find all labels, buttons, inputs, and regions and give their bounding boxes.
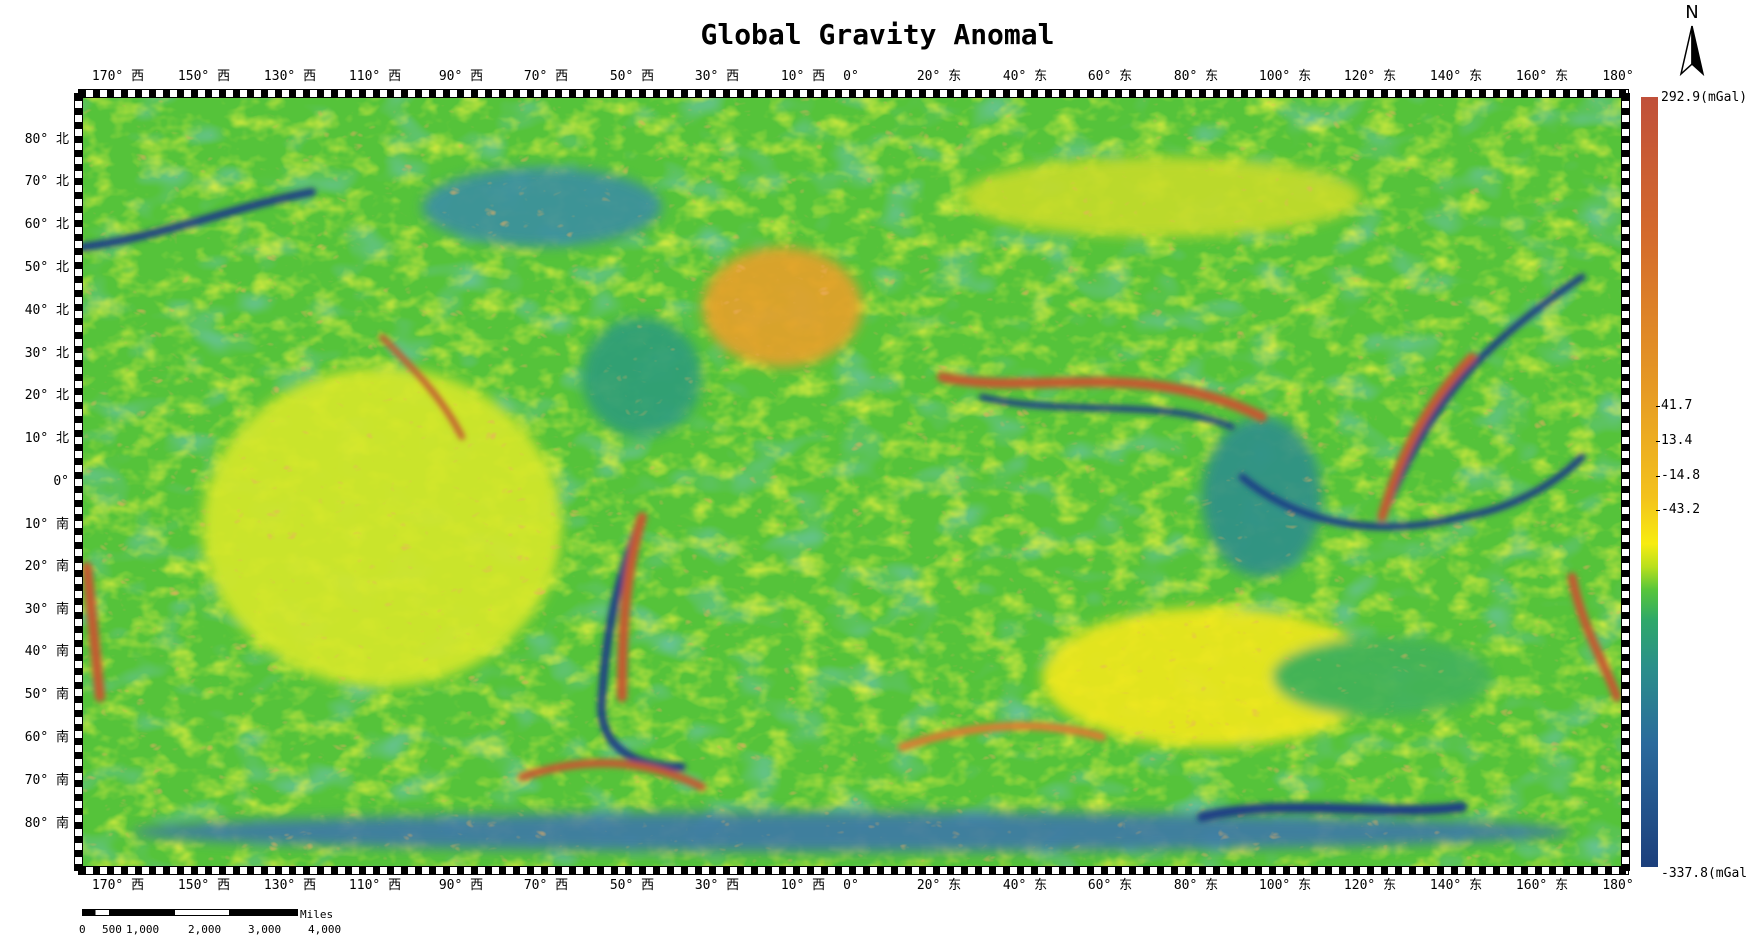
lat-label: 40° 北: [24, 303, 69, 318]
lon-label-bottom: 50° 西: [609, 878, 655, 893]
lat-label: 30° 南: [24, 602, 69, 617]
lon-label-top: 10° 西: [780, 69, 826, 84]
lon-label-bottom: 80° 东: [1173, 878, 1219, 893]
lat-label: 10° 南: [24, 517, 69, 532]
lon-label-top: 30° 西: [694, 69, 740, 84]
lat-label: 80° 南: [24, 816, 69, 831]
lon-label-top: 140° 东: [1429, 69, 1483, 84]
legend-tick: [1656, 406, 1660, 407]
lon-label-top: 90° 西: [438, 69, 484, 84]
lon-label-bottom: 90° 西: [438, 878, 484, 893]
lon-label-bottom: 150° 西: [177, 878, 231, 893]
scale-bar: Miles 0 500 1,000 2,000 3,000 4,000: [79, 908, 341, 940]
lat-label: 70° 南: [24, 773, 69, 788]
lat-label: 60° 北: [24, 217, 69, 232]
legend-tick: [1656, 510, 1660, 511]
lon-label-top: 110° 西: [348, 69, 402, 84]
lat-label: 40° 南: [24, 644, 69, 659]
scale-label: 1,000: [126, 923, 160, 936]
map-frame-right: [1621, 93, 1630, 871]
map-frame-left: [74, 93, 83, 871]
lon-label-top: 60° 东: [1087, 69, 1133, 84]
lon-label-top: 50° 西: [609, 69, 655, 84]
lon-label-top: 130° 西: [263, 69, 317, 84]
lat-label: 60° 南: [24, 730, 69, 745]
lon-label-bottom: 70° 西: [523, 878, 569, 893]
lon-label-bottom: 170° 西: [91, 878, 145, 893]
lon-label-bottom: 30° 西: [694, 878, 740, 893]
lat-label: 0°: [53, 474, 69, 489]
legend-tick: [1656, 441, 1660, 442]
legend-tick-label: 41.7: [1661, 398, 1693, 413]
lon-label-top: 180°: [1602, 69, 1634, 84]
legend-colorbar: [1641, 97, 1658, 867]
lon-label-bottom: 160° 东: [1515, 878, 1569, 893]
lon-label-bottom: 180°: [1602, 878, 1634, 893]
scale-label: 3,000: [248, 923, 282, 936]
legend-tick-label: 13.4: [1661, 433, 1693, 448]
lat-label: 30° 北: [24, 346, 69, 361]
map-frame-bottom: [78, 866, 1629, 875]
lat-label: 10° 北: [24, 431, 69, 446]
lon-label-top: 170° 西: [91, 69, 145, 84]
lat-label: 20° 南: [24, 559, 69, 574]
lat-label: 50° 南: [24, 687, 69, 702]
legend-tick-label: -43.2: [1661, 502, 1701, 517]
north-arrow-icon: N: [1677, 2, 1707, 80]
scale-label: 2,000: [188, 923, 222, 936]
lon-label-top: 40° 东: [1002, 69, 1048, 84]
legend-max-label: 292.9(mGal): [1661, 90, 1748, 105]
gravity-anomaly-raster: [82, 97, 1622, 867]
lon-label-bottom: 10° 西: [780, 878, 826, 893]
lon-label-top: 100° 东: [1258, 69, 1312, 84]
lon-label-bottom: 40° 东: [1002, 878, 1048, 893]
lon-label-bottom: 120° 东: [1343, 878, 1397, 893]
scale-label: 500: [102, 923, 122, 936]
lon-label-top: 120° 东: [1343, 69, 1397, 84]
legend-tick: [1656, 476, 1660, 477]
lon-label-bottom: 110° 西: [348, 878, 402, 893]
map-frame-top: [78, 89, 1629, 98]
lon-label-bottom: 0°: [843, 878, 859, 893]
lon-label-bottom: 20° 东: [916, 878, 962, 893]
lon-label-top: 0°: [843, 69, 859, 84]
lon-label-bottom: 140° 东: [1429, 878, 1483, 893]
scale-label: 0: [79, 923, 86, 936]
lat-label: 50° 北: [24, 260, 69, 275]
lat-label: 70° 北: [24, 174, 69, 189]
lat-label: 20° 北: [24, 388, 69, 403]
scale-label: 4,000: [308, 923, 342, 936]
legend-tick-label: -14.8: [1661, 468, 1701, 483]
map-title: Global Gravity Anomal: [700, 18, 1055, 51]
scale-unit: Miles: [300, 908, 334, 921]
north-label: N: [1685, 2, 1699, 23]
legend-min-label: -337.8(mGal: [1661, 866, 1748, 881]
lon-label-bottom: 130° 西: [263, 878, 317, 893]
north-arrow-shape: [1679, 25, 1705, 77]
lon-label-top: 150° 西: [177, 69, 231, 84]
lon-label-top: 70° 西: [523, 69, 569, 84]
lon-label-bottom: 100° 东: [1258, 878, 1312, 893]
lon-label-top: 160° 东: [1515, 69, 1569, 84]
gravity-anomaly-map[interactable]: [82, 97, 1622, 867]
lon-label-bottom: 60° 东: [1087, 878, 1133, 893]
lon-label-top: 80° 东: [1173, 69, 1219, 84]
lon-label-top: 20° 东: [916, 69, 962, 84]
scale-bar-graphic: [82, 909, 298, 916]
lat-label: 80° 北: [24, 132, 69, 147]
